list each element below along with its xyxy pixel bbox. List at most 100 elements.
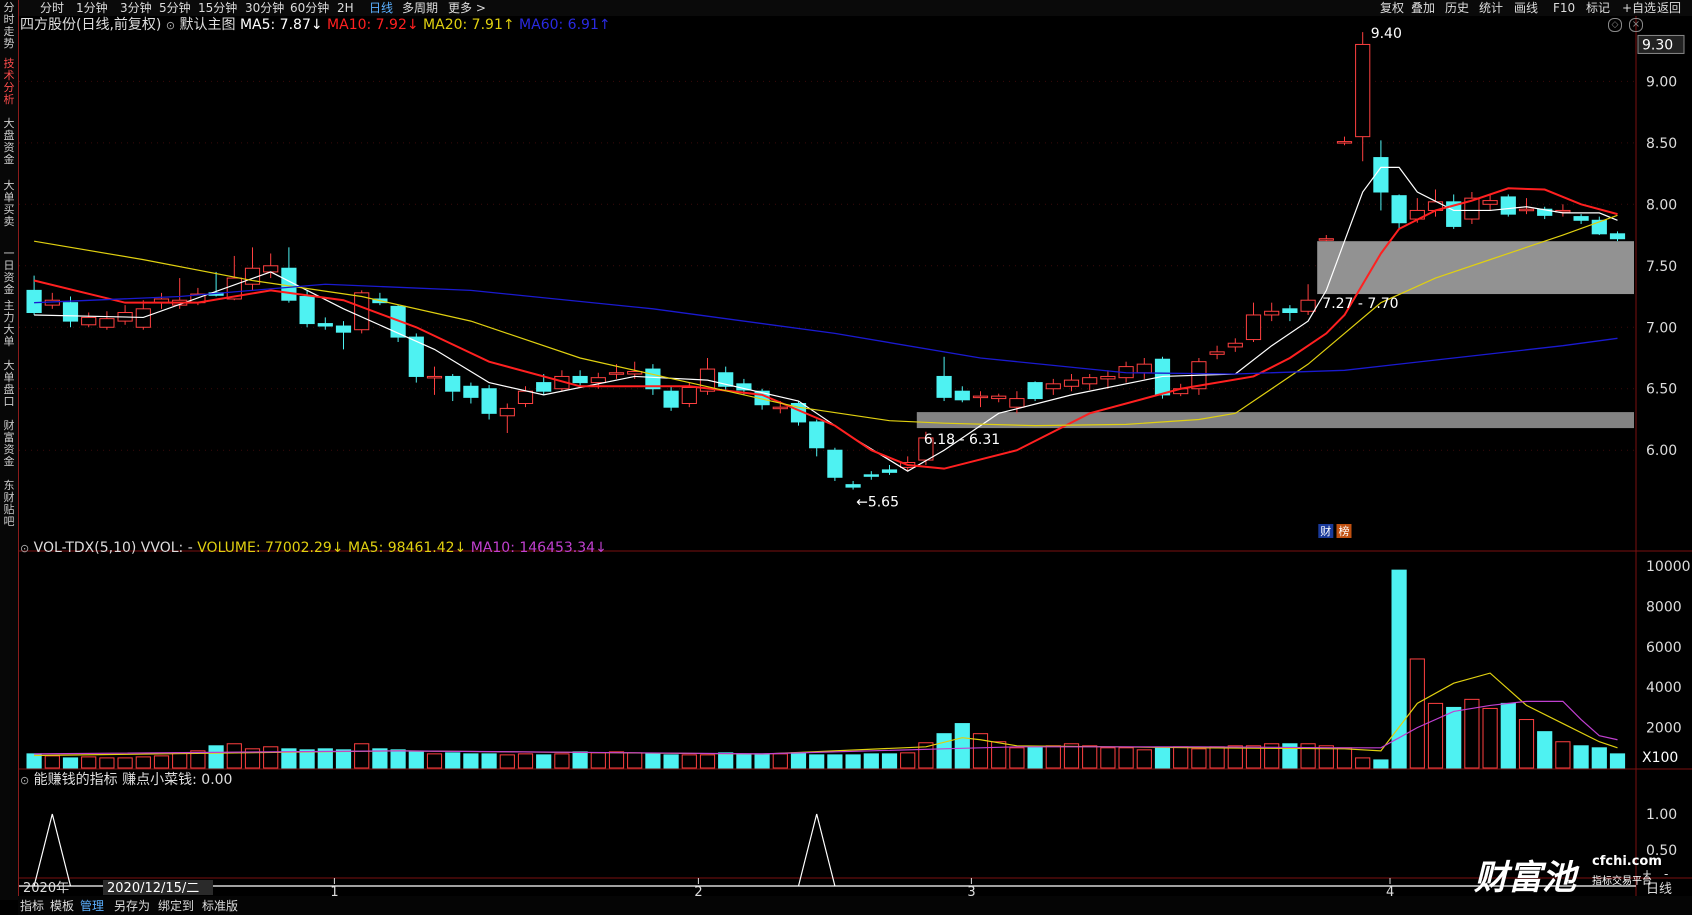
volume-bar: [281, 748, 297, 769]
volume-bar: [1391, 569, 1407, 769]
year-label: 2020年: [23, 881, 69, 896]
volume-bar: [1609, 753, 1626, 769]
volume-bar: [772, 753, 788, 769]
volume-bar: [1300, 743, 1316, 769]
sidebar-item-4[interactable]: 一日资金: [3, 247, 15, 296]
volume-bar: [1027, 746, 1043, 769]
settings-icon[interactable]: ◇: [1608, 18, 1622, 32]
tool-2[interactable]: 历史: [1445, 1, 1470, 15]
volume-bar: [1045, 745, 1061, 769]
tab-10[interactable]: 更多 >: [448, 1, 486, 15]
bottom-toolbar: 指标 模板 管理 另存为 绑定到 标准版: [18, 896, 1692, 915]
candle: [881, 469, 898, 473]
volume-bar: [663, 754, 679, 769]
finance-badge-text: 财: [1320, 524, 1331, 538]
bottom-item-2[interactable]: 管理: [80, 899, 105, 913]
tool-1[interactable]: 叠加: [1411, 1, 1436, 15]
stock-chart[interactable]: 9.40 ←5.65 7.27 - 7.70 6.18 - 6.31 财 榜 9.30 9.0…: [19, 16, 1692, 896]
candle: [1518, 208, 1535, 212]
sidebar-item-8[interactable]: 东财贴吧: [3, 479, 15, 528]
tab-7[interactable]: 2H: [337, 1, 354, 15]
volume-tick: 2000: [1646, 721, 1682, 737]
volume-bar: [1282, 743, 1298, 769]
volume-bar: [1136, 749, 1152, 769]
tab-2[interactable]: 3分钟: [120, 1, 152, 15]
bottom-item-1[interactable]: 模板: [50, 899, 75, 913]
bottom-item-4[interactable]: 绑定到: [158, 899, 195, 913]
ma-line-ma20: [34, 214, 1618, 427]
volume-bar: [372, 748, 388, 769]
volume-bar: [481, 753, 497, 769]
volume-bar: [1009, 747, 1025, 769]
stock-title[interactable]: 四方股份(日线,前复权): [20, 17, 162, 33]
volume-bar: [99, 757, 115, 769]
candle: [1609, 233, 1626, 240]
vol-selector-icon[interactable]: ⊙: [20, 542, 30, 555]
candle: [772, 406, 788, 410]
volume-bar: [645, 753, 661, 769]
candle: [1500, 196, 1516, 215]
candle: [1136, 363, 1152, 374]
tab-9[interactable]: 多周期: [402, 1, 439, 15]
month-label: 3: [967, 885, 975, 896]
price-tick: 7.50: [1646, 259, 1677, 275]
tool-3[interactable]: 统计: [1479, 1, 1504, 15]
cursor-date: 2020/12/15/二: [107, 881, 199, 896]
sidebar-item-0[interactable]: 分时走势: [3, 1, 15, 50]
tab-0[interactable]: 分时: [40, 1, 65, 15]
sidebar-item-1[interactable]: 技术分析: [3, 57, 15, 106]
sidebar-item-3[interactable]: 大单买卖: [3, 179, 15, 228]
candle: [1045, 383, 1061, 390]
tool-8[interactable]: 返回: [1657, 1, 1682, 15]
indicator-tick: 1.00: [1646, 807, 1677, 823]
vol-indicator-name[interactable]: VOL-TDX(5,10) VVOL: -: [33, 540, 193, 556]
sidebar-item-7[interactable]: 财富资金: [3, 419, 15, 468]
indicator-legend: ⊙ 能赚钱的指标 赚点小菜钱: 0.00: [20, 771, 232, 790]
candle: [445, 375, 461, 392]
candle: [954, 390, 970, 401]
close-icon[interactable]: ×: [1629, 18, 1643, 32]
tab-4[interactable]: 15分钟: [198, 1, 238, 15]
bottom-item-0[interactable]: 指标: [20, 899, 45, 913]
candle: [1573, 216, 1589, 221]
tab-1[interactable]: 1分钟: [76, 1, 108, 15]
tool-6[interactable]: 标记: [1586, 1, 1611, 15]
bottom-item-3[interactable]: 另存为: [114, 899, 151, 913]
month-label: 2: [694, 885, 702, 896]
current-price: 9.30: [1642, 37, 1673, 53]
volume-bar: [208, 745, 224, 769]
volume-bar: [26, 753, 42, 769]
candle: [1100, 375, 1116, 380]
candle: [335, 325, 352, 333]
watermark-slogan: 指标交易平台: [1592, 876, 1652, 887]
ma5-value: MA5: 7.87↓: [239, 17, 323, 33]
support-zone: [916, 412, 1634, 429]
candle: [972, 395, 989, 399]
candle: [991, 395, 1007, 400]
tool-4[interactable]: 画线: [1514, 1, 1539, 15]
tool-5[interactable]: F10: [1553, 1, 1576, 15]
ind-name[interactable]: 能赚钱的指标: [33, 772, 118, 788]
candle: [263, 265, 279, 273]
bottom-item-5[interactable]: 标准版: [202, 899, 239, 913]
tab-6[interactable]: 60分钟: [290, 1, 330, 15]
tab-3[interactable]: 5分钟: [159, 1, 191, 15]
sidebar-item-2[interactable]: 大盘资金: [3, 117, 15, 166]
volume-tick: 6000: [1646, 640, 1682, 656]
sidebar-item-5[interactable]: 主力大单: [3, 299, 15, 348]
template-selector-icon[interactable]: ⊙: [165, 19, 176, 32]
volume-bar: [627, 752, 643, 769]
tab-5[interactable]: 30分钟: [245, 1, 285, 15]
candle: [517, 390, 534, 404]
tab-8[interactable]: 日线: [369, 1, 394, 15]
volume-bar: [390, 749, 406, 769]
tool-7[interactable]: +自选: [1622, 1, 1657, 15]
template-name[interactable]: 默认主图: [179, 17, 236, 33]
sidebar-item-6[interactable]: 大单盘口: [3, 359, 15, 408]
vol-ma10-value: MA10: 146453.34↓: [470, 540, 607, 556]
indicator-spike: [797, 813, 836, 887]
tool-0[interactable]: 复权: [1380, 1, 1405, 15]
finance-badge: [1318, 524, 1334, 538]
ind-selector-icon[interactable]: ⊙: [20, 774, 30, 787]
volume-bar: [1264, 743, 1280, 769]
